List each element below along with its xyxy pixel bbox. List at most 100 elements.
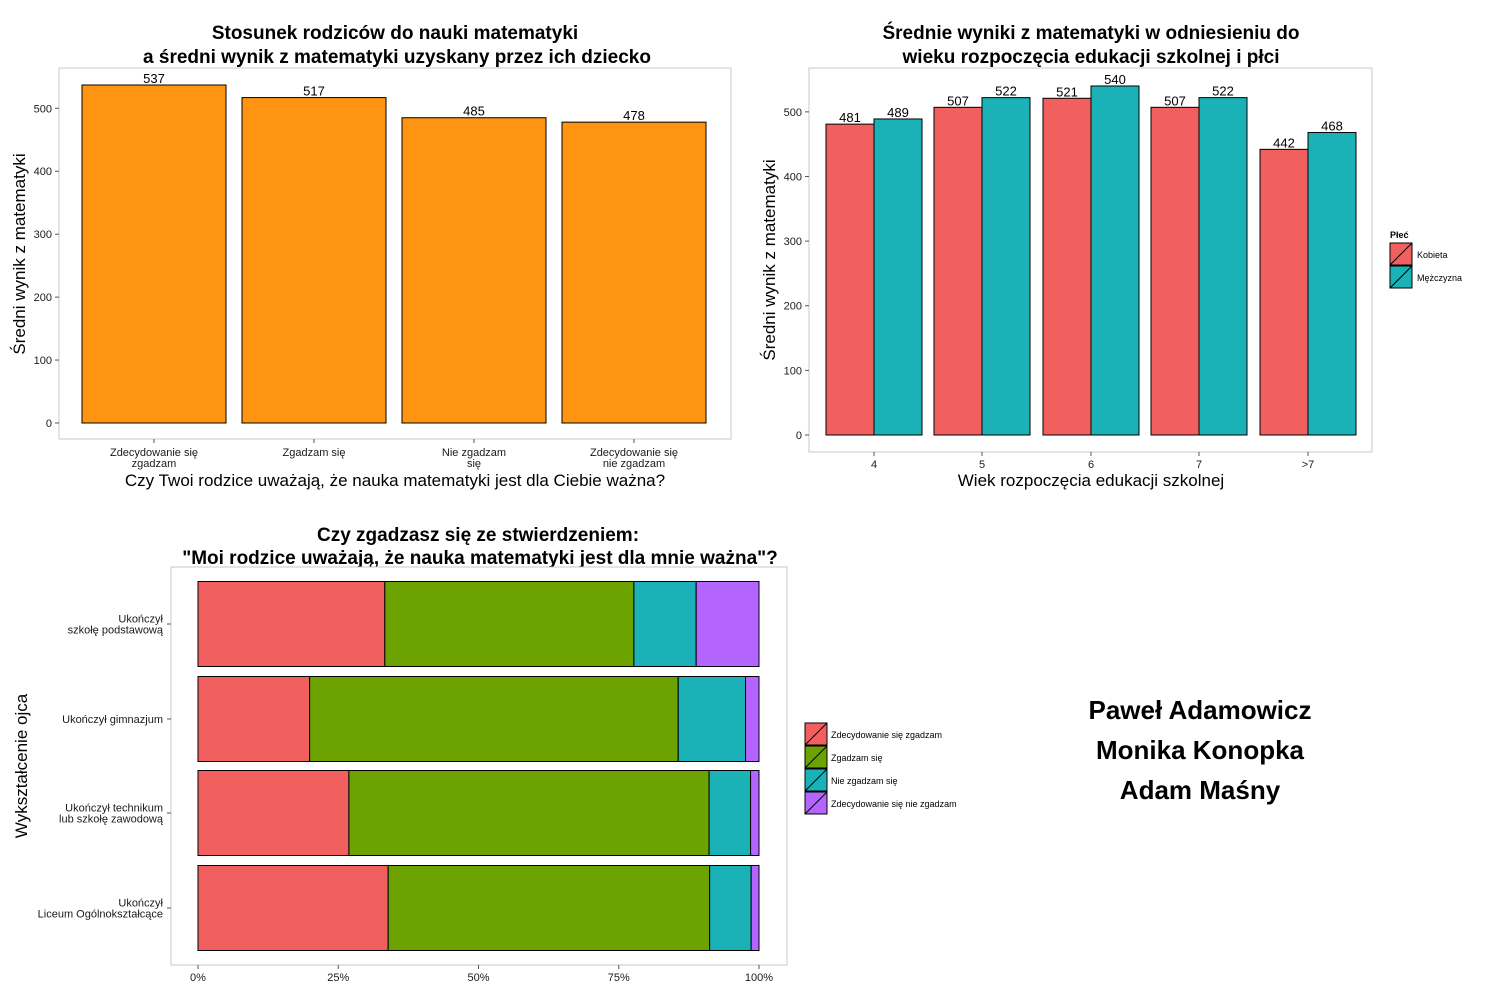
chart1-y-tick-label: 500 <box>34 103 52 115</box>
chart1-bar <box>561 121 707 424</box>
chart3-bar-segment <box>197 581 386 667</box>
chart1-x-axis-title: Czy Twoi rodzice uważają, że nauka matem… <box>125 471 665 490</box>
chart3-y-axis-title: Wykształcenie ojca <box>12 693 31 838</box>
chart3-legend-label: Zdecydowanie się zgadzam <box>831 730 942 740</box>
chart3-y-tick-label: Ukończył <box>118 614 163 626</box>
chart1-title-line2: a średni wynik z matematyki uzyskany prz… <box>143 47 651 68</box>
chart2-data-label: 521 <box>1056 84 1078 99</box>
chart2-y-tick-label: 200 <box>784 301 802 313</box>
chart1-data-label: 478 <box>623 108 645 123</box>
chart3-bar-segment <box>750 770 760 856</box>
chart2-data-label: 522 <box>1212 84 1234 99</box>
chart3-bar-segment <box>708 770 752 856</box>
chart2-x-tick-label: >7 <box>1302 459 1315 471</box>
chart3-title-line2: "Moi rodzice uważają, że nauka matematyk… <box>182 548 778 569</box>
chart2-title-line1: Średnie wyniki z matematyki w odniesieni… <box>882 22 1299 44</box>
chart3-x-tick-label: 100% <box>745 972 773 984</box>
chart3-legend-label: Zgadzam się <box>831 753 883 763</box>
chart2-data-label: 507 <box>1164 93 1186 108</box>
chart2-legend-label: Kobieta <box>1417 250 1448 260</box>
chart2-y-axis-title: Średni wynik z matematyki <box>760 159 779 360</box>
chart3-x-tick-label: 75% <box>608 972 630 984</box>
chart3-x-tick-label: 25% <box>327 972 349 984</box>
chart2-bar-female <box>1259 148 1309 436</box>
chart2-legend-label: Mężczyzna <box>1417 273 1462 283</box>
chart3-title-line1: Czy zgadzasz się ze stwierdzeniem: <box>317 525 639 546</box>
chart1-x-tick-label: Zdecydowanie się <box>590 447 678 459</box>
chart1-x-tick-label: zgadzam <box>132 458 177 470</box>
chart-parent-attitude: Stosunek rodziców do nauki matematyki a … <box>10 23 732 490</box>
chart1-y-tick-label: 200 <box>34 292 52 304</box>
chart2-x-tick-label: 4 <box>871 459 877 471</box>
chart1-y-tick-label: 100 <box>34 355 52 367</box>
chart3-y-tick-label: szkołę podstawową <box>68 625 164 637</box>
chart3-bar-segment <box>677 676 747 762</box>
chart2-y-tick-label: 0 <box>796 430 802 442</box>
chart3-bar-segment <box>750 865 760 951</box>
chart2-x-tick-label: 7 <box>1196 459 1202 471</box>
chart3-y-tick-label: lub szkołę zawodową <box>59 814 164 826</box>
chart1-bar <box>241 97 387 424</box>
chart1-x-tick-label: Zgadzam się <box>283 447 346 459</box>
chart2-data-label: 540 <box>1104 72 1126 87</box>
chart3-bar-segment <box>695 581 760 667</box>
chart2-y-tick-label: 300 <box>784 236 802 248</box>
chart3-bar-segment <box>348 770 710 856</box>
chart2-data-label: 481 <box>839 110 861 125</box>
chart3-bar-segment <box>745 676 760 762</box>
chart3-bar-segment <box>384 581 635 667</box>
chart1-x-tick-label: Nie zgadzam <box>442 447 506 459</box>
author-name: Paweł Adamowicz <box>1088 695 1312 725</box>
chart1-bar <box>401 117 547 424</box>
author-name: Adam Maśny <box>1119 775 1281 805</box>
chart2-data-label: 468 <box>1321 119 1343 134</box>
chart3-y-tick-label: Liceum Ogólnokształcące <box>38 909 163 921</box>
chart2-y-tick-label: 100 <box>784 365 802 377</box>
chart-father-education: Czy zgadzasz się ze stwierdzeniem: "Moi … <box>12 525 957 984</box>
chart2-title-line2: wieku rozpoczęcia edukacji szkolnej i pł… <box>902 47 1280 68</box>
chart2-data-label: 442 <box>1273 135 1295 150</box>
chart3-bar-segment <box>197 676 311 762</box>
chart3-bar-segment <box>709 865 752 951</box>
chart1-data-label: 485 <box>463 104 485 119</box>
chart2-bar-male <box>1090 85 1140 436</box>
chart1-x-tick-label: nie zgadzam <box>603 458 665 470</box>
chart2-bar-male <box>981 97 1031 436</box>
chart3-x-tick-label: 0% <box>190 972 206 984</box>
chart3-legend-key-slash <box>804 768 828 792</box>
chart3-legend-key-slash <box>804 791 828 815</box>
chart3-bar-segment <box>197 770 350 856</box>
chart3-x-tick-label: 50% <box>467 972 489 984</box>
chart1-bar <box>81 84 227 424</box>
chart1-y-tick-label: 0 <box>46 418 52 430</box>
chart3-legend-key-slash <box>804 745 828 769</box>
chart1-x-tick-label: się <box>467 458 481 470</box>
chart2-bar-female <box>1042 97 1092 436</box>
chart1-data-label: 517 <box>303 84 325 99</box>
chart2-bar-female <box>825 123 875 436</box>
chart2-bar-male <box>1198 97 1248 436</box>
chart2-x-tick-label: 6 <box>1088 459 1094 471</box>
chart3-y-tick-label: Ukończył gimnazjum <box>62 714 163 726</box>
chart-start-age-gender: Średnie wyniki z matematyki w odniesieni… <box>760 22 1462 490</box>
chart3-bar-segment <box>387 865 711 951</box>
authors-block: Paweł Adamowicz Monika Konopka Adam Maśn… <box>1050 690 1350 810</box>
chart2-data-label: 507 <box>947 93 969 108</box>
chart3-y-tick-label: Ukończył technikum <box>65 803 163 815</box>
chart2-bar-male <box>1307 132 1357 436</box>
chart2-y-tick-label: 500 <box>784 107 802 119</box>
chart2-legend-key-slash <box>1389 265 1413 289</box>
chart2-bar-female <box>933 106 983 436</box>
chart3-bar-segment <box>633 581 697 667</box>
chart1-y-tick-label: 300 <box>34 229 52 241</box>
chart2-data-label: 522 <box>995 84 1017 99</box>
chart1-x-tick-label: Zdecydowanie się <box>110 447 198 459</box>
chart1-y-tick-label: 400 <box>34 166 52 178</box>
chart2-y-tick-label: 400 <box>784 171 802 183</box>
chart2-bar-male <box>873 118 923 436</box>
chart3-bar-segment <box>309 676 679 762</box>
chart2-legend-key-slash <box>1389 242 1413 266</box>
chart2-bar-female <box>1150 106 1200 436</box>
chart1-title-line1: Stosunek rodziców do nauki matematyki <box>212 23 578 44</box>
chart1-y-axis-title: Średni wynik z matematyki <box>10 153 29 354</box>
